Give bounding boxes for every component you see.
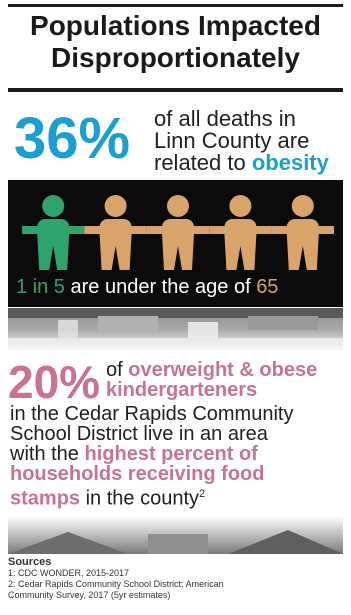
body-line-2: School District live in an area bbox=[10, 423, 268, 445]
source-item: Community Survey, 2017 (5yr estimates) bbox=[8, 590, 171, 600]
deaths-stat: 36% of all deaths in Linn County are rel… bbox=[8, 100, 343, 178]
age-highlight: 65 bbox=[256, 276, 279, 298]
deaths-percent: 36% bbox=[14, 106, 131, 171]
households-highlight: households receiving food bbox=[10, 463, 265, 485]
obesity-highlight: obesity bbox=[251, 150, 329, 175]
person-figure-icon bbox=[209, 195, 272, 270]
title-underline bbox=[8, 88, 343, 92]
highest-percent-highlight: highest percent of bbox=[84, 443, 258, 465]
kindergarten-side: of overweight & obese kindergarteners bbox=[106, 360, 346, 400]
deaths-line-2: Linn County are bbox=[154, 128, 310, 153]
kindergarten-side-prefix: of bbox=[106, 359, 129, 381]
photo-bottom-shapes bbox=[8, 530, 343, 554]
source-item: 2: Cedar Rapids Community School Distric… bbox=[8, 579, 224, 589]
top-rule bbox=[8, 4, 343, 7]
kindergarteners-highlight: kindergarteners bbox=[106, 379, 258, 401]
body-line-1: in the Cedar Rapids Community bbox=[10, 403, 294, 425]
body-line-5: stamps in the county2 bbox=[10, 484, 343, 509]
age-text: are under the age of bbox=[64, 276, 257, 298]
people-figures-icon bbox=[22, 195, 334, 270]
kindergarten-percent: 20% bbox=[8, 356, 101, 408]
person-figure-icon bbox=[271, 195, 334, 270]
stamps-highlight: stamps bbox=[10, 487, 81, 510]
deaths-description: of all deaths in Linn County are related… bbox=[154, 108, 344, 174]
person-figure-icon bbox=[84, 195, 147, 270]
age-panel: 1 in 5 are under the age of 65 bbox=[8, 180, 343, 307]
kindergarten-side-line-1: of overweight & obese bbox=[106, 360, 346, 380]
ratio-highlight: 1 in 5 bbox=[16, 276, 65, 298]
source-item: 1: CDC WONDER, 2015-2017 bbox=[8, 568, 130, 578]
body-line-3-prefix: with the bbox=[10, 443, 85, 465]
deaths-line-3: related to obesity bbox=[154, 152, 344, 174]
deaths-line-3-prefix: related to bbox=[154, 150, 252, 175]
deaths-line-1: of all deaths in bbox=[154, 106, 296, 131]
person-figure-icon bbox=[146, 195, 210, 270]
sources-title: Sources bbox=[8, 556, 52, 568]
footnote-mark: 2 bbox=[199, 488, 206, 500]
cafeteria-photo-bottom bbox=[8, 516, 343, 554]
title-line-2: Disproportionately bbox=[51, 42, 300, 73]
person-figure-icon bbox=[22, 195, 85, 270]
overweight-highlight: overweight & obese bbox=[128, 359, 318, 381]
body-line-3: with the highest percent of bbox=[10, 444, 343, 464]
title-line-1: Populations Impacted bbox=[30, 10, 321, 41]
page-title: Populations Impacted Disproportionately bbox=[8, 10, 343, 74]
sources-section: Sources 1: CDC WONDER, 2015-2017 2: Ceda… bbox=[8, 556, 343, 601]
body-line-5-suffix: in the county bbox=[80, 487, 199, 510]
photo-fade bbox=[8, 330, 343, 360]
kindergarten-body: in the Cedar Rapids Community School Dis… bbox=[10, 404, 343, 509]
age-stat-text: 1 in 5 are under the age of 65 bbox=[16, 276, 346, 299]
